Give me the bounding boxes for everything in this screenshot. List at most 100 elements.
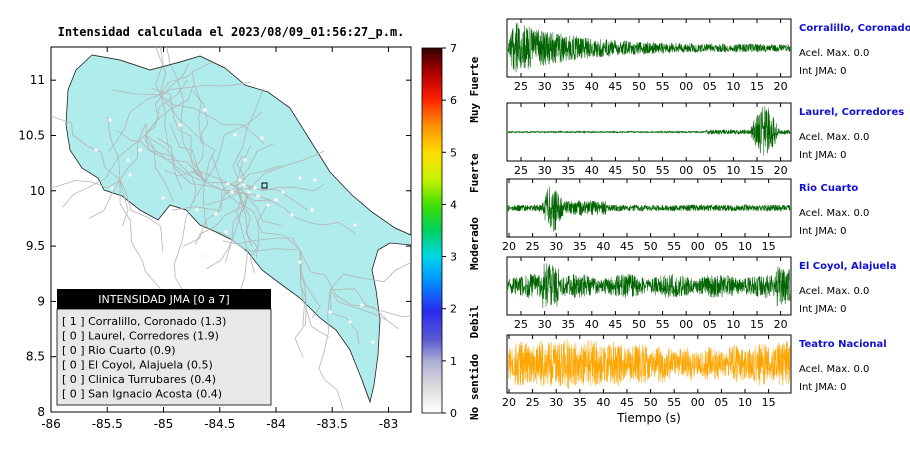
road [159,94,205,143]
time-axis-label: Tiempo (s) [616,411,681,425]
map-x-tick-label: -83.5 [317,417,348,431]
road [329,289,360,345]
map-x-tick-label: -84.5 [204,417,235,431]
waveform-x-tick-label: 30 [538,80,552,93]
colorbar-tick-label: 1 [450,355,457,368]
road [119,179,164,252]
road [62,134,146,208]
legend-entry: [ 0 ] Rio Cuarto (0.9) [62,344,176,357]
road [144,84,194,136]
legend-entry: [ 0 ] San Ignacio Acosta (0.4) [62,388,222,401]
station-dot [310,208,314,212]
station-dot [298,176,302,180]
station-dot [233,133,237,137]
road [222,237,301,251]
accel-max-label: Acel. Max. 0.0 [799,48,869,59]
waveform-x-tick-label: 10 [726,318,740,331]
colorbar-category-label: Fuerte [468,153,481,193]
waveform-x-tick-label: 55 [667,396,681,409]
legend-title: INTENSIDAD JMA [0 a 7] [98,293,229,306]
waveform-x-tick-label: 35 [561,164,575,177]
waveform-x-tick-label: 45 [620,396,634,409]
colorbar: 0 1 2 3 4 5 6 7 No sentido Debil Moderado Fuerte Mu… [421,42,481,420]
station-dot [353,223,357,227]
road [159,94,169,149]
waveform-x-tick-label: 00 [691,240,705,253]
road [224,187,251,264]
road [88,179,121,219]
road [235,185,248,297]
waveform-x-tick-label: 05 [703,80,717,93]
waveform-x-tick-label: 30 [549,396,563,409]
waveform-trace [507,22,791,73]
road [144,134,174,202]
map-x-tick-label: -83 [379,417,399,431]
road [116,130,206,183]
station-dot [203,253,207,257]
waveform-x-tick-label: 25 [526,240,540,253]
waveform-x-tick-label: 20 [502,396,516,409]
map-y-tick-label: 9 [37,294,45,308]
road [318,289,344,411]
road [191,171,271,202]
road [221,183,325,193]
waveform-panel: 25 30 35 40 45 50 55 00 05 10 15 20 Laurel, Corredor… [506,102,904,177]
station-dot [230,190,234,194]
epicenter-marker [261,182,268,189]
station-markers [94,108,375,344]
waveform-trace [507,106,791,156]
waveform-x-tick-label: 45 [608,318,622,331]
station-dot [253,186,257,190]
legend-entry: [ 1 ] Corralillo, Coronado (1.3) [62,315,226,328]
waveform-x-tick-label: 10 [738,396,752,409]
waveform-panel: 25 30 35 40 45 50 55 00 05 10 15 20 El Coyol, Alajue… [506,256,896,331]
station-name: Corralillo, Coronado [799,23,910,34]
station-dot [371,340,375,344]
road [329,261,411,291]
legend-header [57,289,271,309]
road [211,155,301,251]
map-y-tick-label: 11 [30,73,45,87]
legend-entry: [ 0 ] El Coyol, Alajuela (0.5) [62,359,213,372]
jma-intensity-label: Int JMA: 0 [799,66,847,77]
station-dot [274,198,278,202]
waveform-x-tick-label: 40 [585,80,599,93]
waveform-x-tick-label: 40 [596,240,610,253]
waveform-x-tick-label: 05 [703,318,717,331]
station-name: Laurel, Corredores [799,107,904,118]
map-x-tick-label: -86 [41,417,61,431]
road [159,81,251,96]
map-y-tick-label: 9.5 [26,239,45,253]
waveform-x-tick-label: 25 [514,318,528,331]
waveform-trace [507,186,791,232]
road [51,179,121,189]
jma-intensity-label: Int JMA: 0 [799,226,847,237]
road [206,191,271,206]
station-dot [247,190,251,194]
road [192,73,216,183]
road [249,150,325,189]
station-dot [298,260,302,264]
road [144,79,188,136]
road [329,288,411,317]
station-dot [281,190,285,194]
road [329,289,399,330]
colorbar-tick-label: 7 [450,42,457,55]
station-dot [238,178,242,182]
station-dot [108,118,112,122]
waveform-x-tick-label: 55 [656,318,670,331]
waveform-x-tick-label: 30 [538,164,552,177]
waveform-x-tick-label: 15 [750,164,764,177]
road [144,134,183,190]
road [193,91,209,183]
road [299,249,387,320]
road [119,123,146,181]
road [159,62,211,96]
station-dot [161,196,165,200]
waveform-x-tick-label: 15 [762,396,776,409]
waveform-x-tick-label: 50 [644,396,658,409]
colorbar-tick-label: 4 [450,198,457,211]
waveform-x-tick-label: 05 [714,396,728,409]
road [299,249,305,327]
